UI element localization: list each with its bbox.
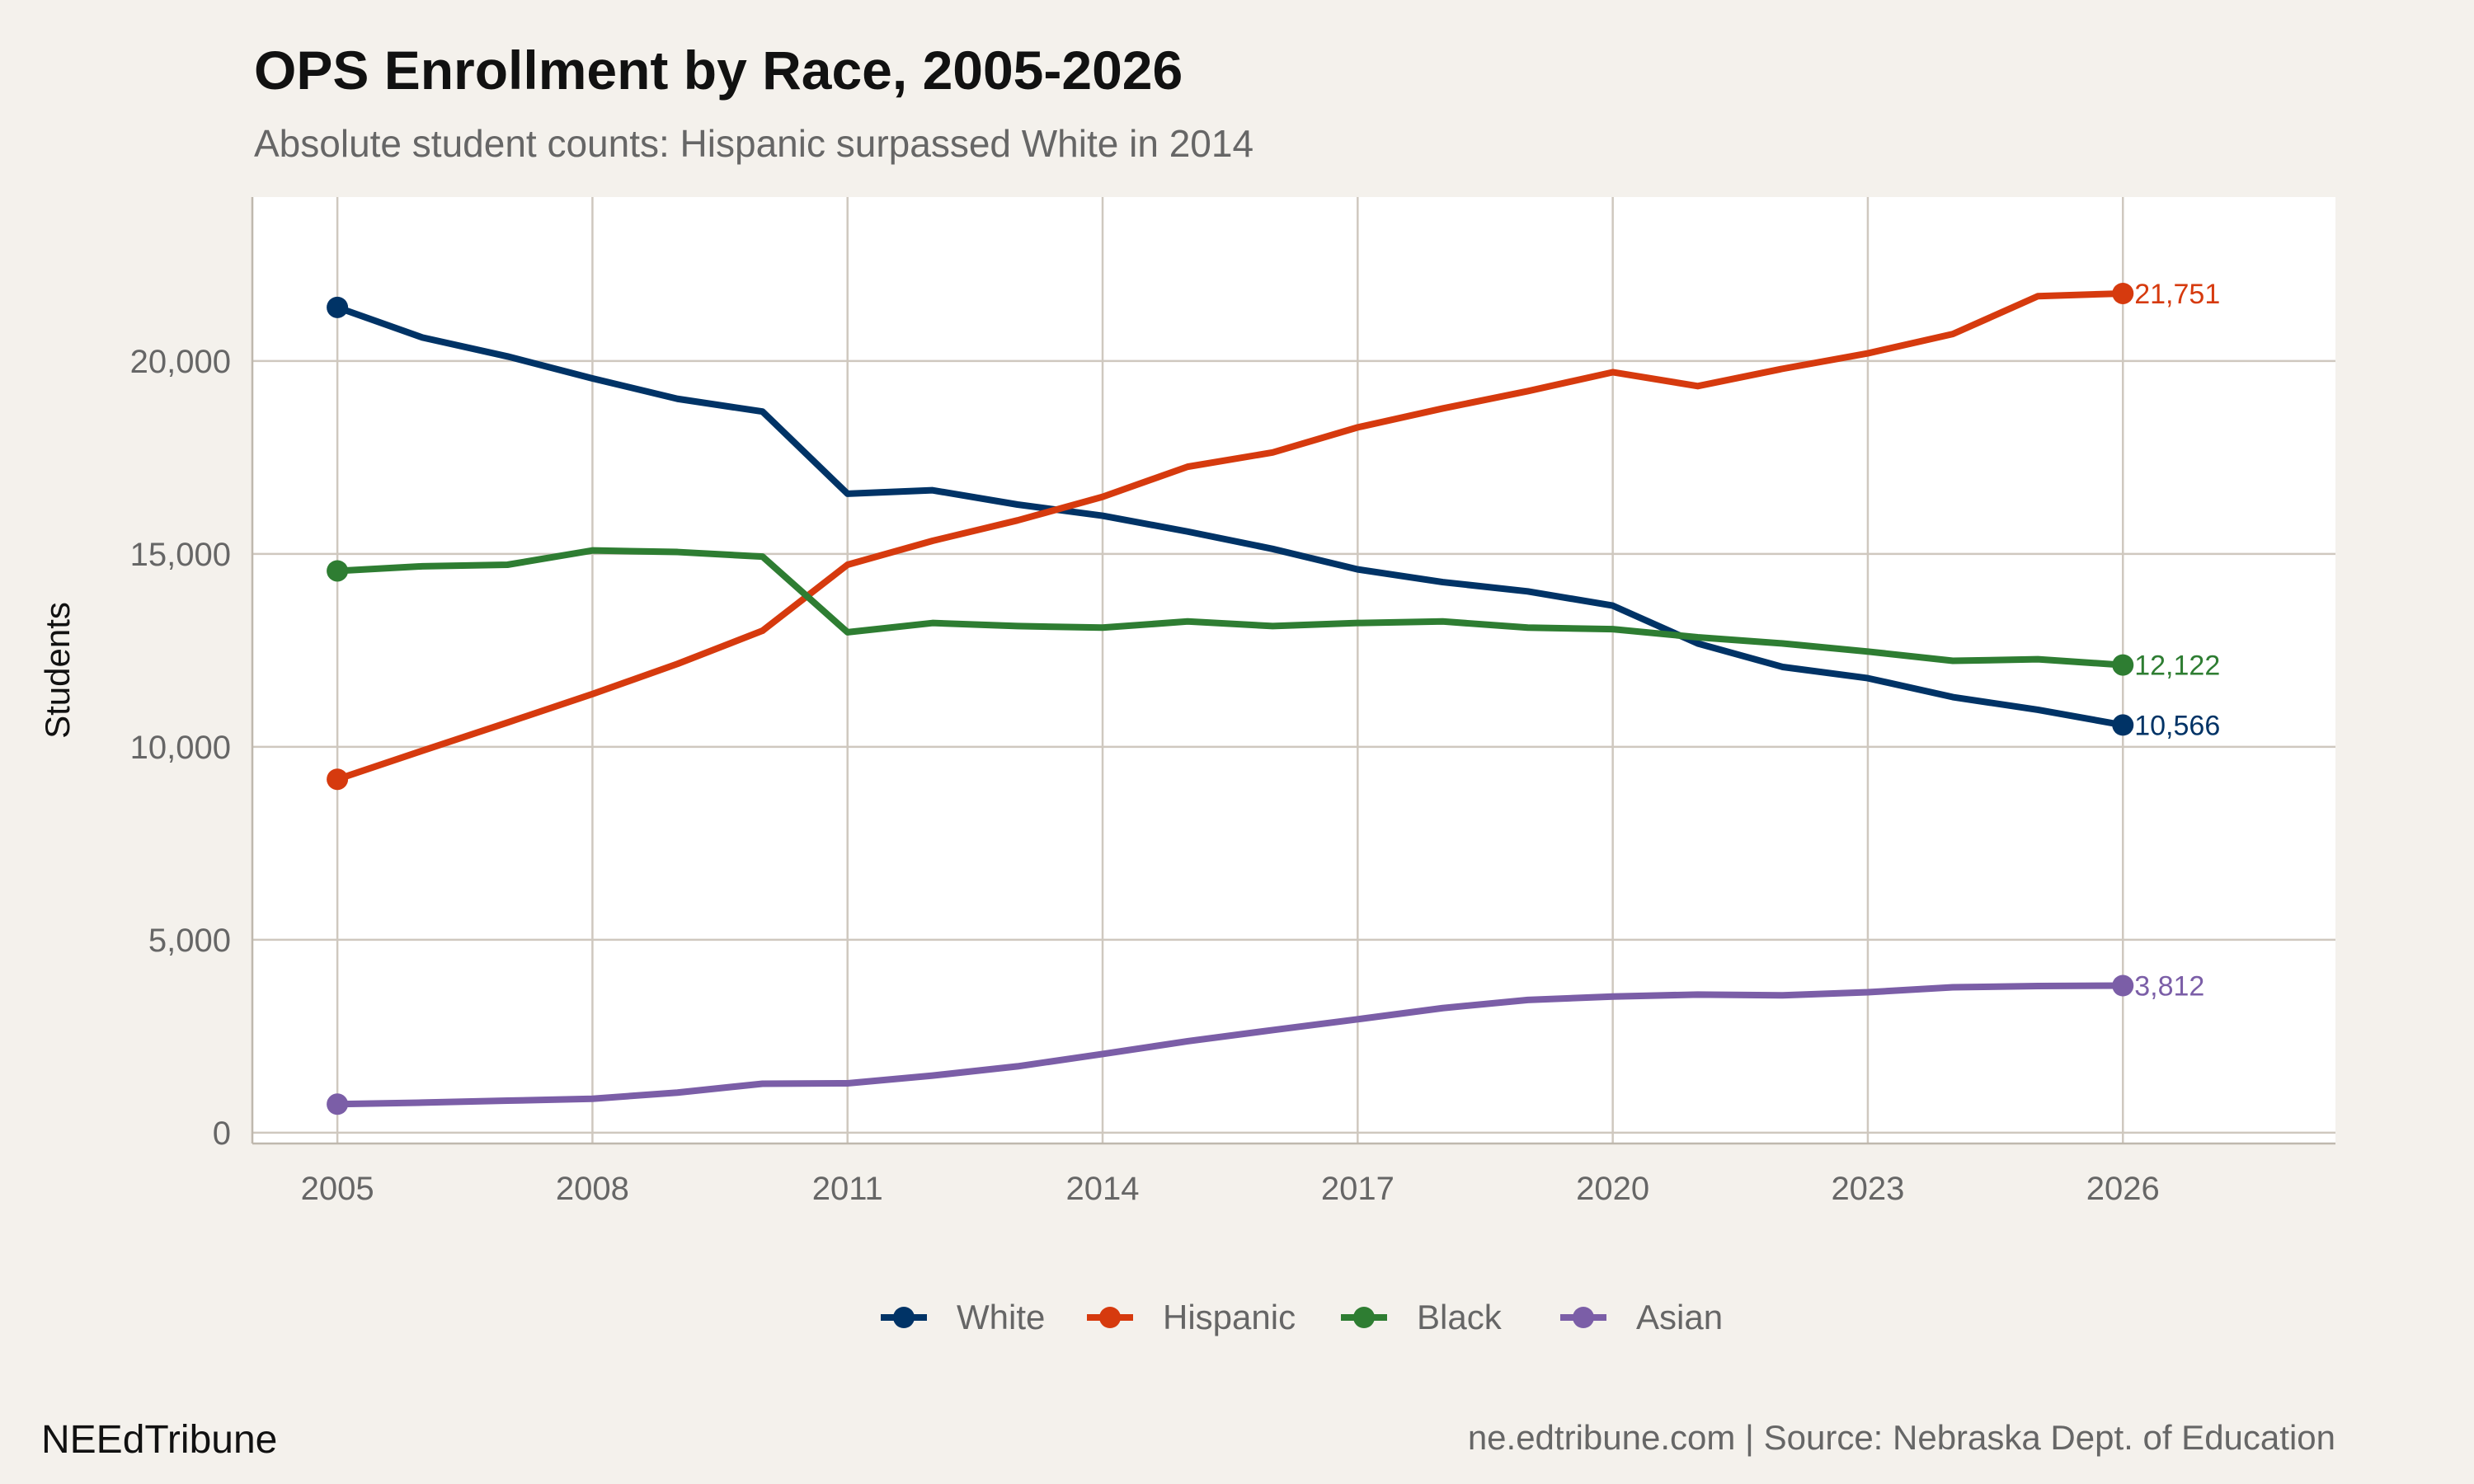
end-point-black <box>2112 654 2134 676</box>
x-tick-label: 2020 <box>1576 1171 1649 1207</box>
end-label-asian: 3,812 <box>2134 970 2204 1002</box>
y-tick-label: 10,000 <box>130 730 231 766</box>
x-tick-label: 2026 <box>2086 1171 2160 1207</box>
source-caption: ne.edtribune.com | Source: Nebraska Dept… <box>1468 1418 2335 1457</box>
legend: White Hispanic Black Asian <box>881 1298 1723 1336</box>
end-point-asian <box>2112 974 2134 997</box>
end-point-hispanic <box>2112 282 2134 304</box>
series-line-hispanic <box>336 289 2124 783</box>
end-point-white <box>2112 714 2134 736</box>
series-line-white <box>336 304 2124 729</box>
x-tick-label: 2014 <box>1066 1171 1140 1207</box>
legend-swatch-dot <box>1353 1307 1375 1328</box>
axes: 0 5,000 10,000 15,000 20,000 2005 2008 2011 2014… <box>130 197 2335 1207</box>
start-point-hispanic <box>327 768 349 791</box>
series-line-black <box>336 547 2124 669</box>
y-tick-label: 5,000 <box>148 923 231 959</box>
end-label-white: 10,566 <box>2134 710 2220 741</box>
start-point-black <box>327 560 349 582</box>
end-label-black: 12,122 <box>2134 650 2220 682</box>
legend-label: White <box>957 1298 1045 1336</box>
legend-item-hispanic: Hispanic <box>1087 1298 1296 1336</box>
end-label-hispanic: 21,751 <box>2134 279 2220 310</box>
chart-subtitle: Absolute student counts: Hispanic surpas… <box>254 122 1253 165</box>
y-tick-label: 15,000 <box>130 537 231 573</box>
x-tick-label: 2017 <box>1321 1171 1395 1207</box>
legend-item-black: Black <box>1341 1298 1503 1336</box>
y-axis-label: Students <box>38 602 77 739</box>
series-lines <box>327 282 2134 1115</box>
legend-swatch-dot <box>1099 1307 1121 1328</box>
brand-logo-text: NEEdTribune <box>41 1418 277 1462</box>
y-tick-label: 0 <box>213 1115 231 1152</box>
chart-title: OPS Enrollment by Race, 2005-2026 <box>254 40 1183 101</box>
legend-item-asian: Asian <box>1560 1298 1723 1336</box>
legend-swatch-dot <box>893 1307 915 1328</box>
plot-panel <box>252 197 2335 1144</box>
y-tick-label: 20,000 <box>130 344 231 380</box>
x-tick-label: 2005 <box>301 1171 374 1207</box>
legend-label: Black <box>1417 1298 1503 1336</box>
legend-swatch-dot <box>1573 1307 1594 1328</box>
x-tick-label: 2008 <box>556 1171 629 1207</box>
legend-item-white: White <box>881 1298 1045 1336</box>
end-labels: 10,566 21,751 12,122 3,812 <box>2134 279 2220 1003</box>
start-point-white <box>327 296 349 318</box>
x-tick-label: 2023 <box>1831 1171 1904 1207</box>
legend-label: Asian <box>1636 1298 1723 1336</box>
legend-label: Hispanic <box>1163 1298 1296 1336</box>
x-tick-label: 2011 <box>812 1171 883 1207</box>
start-point-asian <box>327 1093 349 1115</box>
series-line-asian <box>337 982 2124 1108</box>
